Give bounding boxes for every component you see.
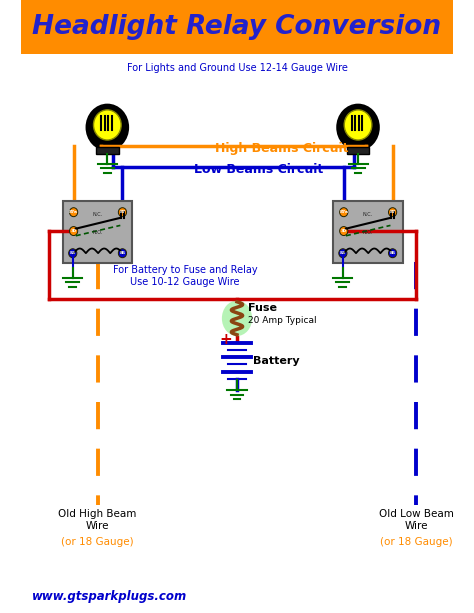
Circle shape — [93, 110, 121, 140]
Text: 87a: 87a — [69, 210, 78, 214]
Circle shape — [70, 208, 78, 216]
Text: 85: 85 — [340, 251, 346, 255]
Circle shape — [337, 105, 379, 150]
Text: 30: 30 — [341, 229, 347, 233]
Text: 86: 86 — [390, 251, 396, 255]
Text: (or 18 Gauge): (or 18 Gauge) — [61, 536, 134, 547]
FancyBboxPatch shape — [63, 201, 132, 263]
Text: www.gtsparkplugs.com: www.gtsparkplugs.com — [32, 590, 187, 603]
FancyBboxPatch shape — [21, 0, 453, 54]
Text: N.O.: N.O. — [363, 230, 373, 235]
Text: Fuse: Fuse — [248, 303, 277, 313]
Text: 87: 87 — [119, 210, 126, 214]
Circle shape — [389, 208, 397, 216]
Text: (or 18 Gauge): (or 18 Gauge) — [380, 536, 453, 547]
Text: 20 Amp Typical: 20 Amp Typical — [248, 316, 317, 325]
Text: 87a: 87a — [339, 210, 348, 214]
Circle shape — [340, 208, 348, 216]
Circle shape — [344, 110, 372, 140]
Circle shape — [340, 227, 348, 235]
Circle shape — [389, 249, 397, 257]
Text: 85: 85 — [70, 251, 76, 255]
Circle shape — [118, 249, 127, 257]
Text: N.C.: N.C. — [363, 212, 373, 217]
Circle shape — [70, 227, 78, 235]
Text: N.C.: N.C. — [92, 212, 103, 217]
Text: +: + — [220, 332, 233, 347]
FancyBboxPatch shape — [333, 201, 402, 263]
Text: 86: 86 — [119, 251, 126, 255]
FancyBboxPatch shape — [347, 147, 369, 154]
Text: N.O.: N.O. — [92, 230, 103, 235]
Text: 87: 87 — [390, 210, 396, 214]
Circle shape — [118, 208, 127, 216]
Text: 30: 30 — [71, 229, 77, 233]
FancyBboxPatch shape — [96, 147, 118, 154]
Text: For Lights and Ground Use 12-14 Gauge Wire: For Lights and Ground Use 12-14 Gauge Wi… — [127, 63, 347, 74]
Circle shape — [87, 105, 128, 150]
Text: Old High Beam
Wire: Old High Beam Wire — [58, 509, 137, 531]
Text: Battery: Battery — [254, 356, 300, 366]
Ellipse shape — [222, 300, 252, 336]
Circle shape — [339, 249, 347, 257]
Text: Headlight Relay Conversion: Headlight Relay Conversion — [32, 14, 442, 40]
Text: Old Low Beam
Wire: Old Low Beam Wire — [379, 509, 454, 531]
Text: High Beams Circuit: High Beams Circuit — [215, 142, 349, 154]
Text: For Battery to Fuse and Relay
Use 10-12 Gauge Wire: For Battery to Fuse and Relay Use 10-12 … — [113, 265, 257, 287]
Text: Low Beams Circuit: Low Beams Circuit — [194, 163, 323, 177]
Circle shape — [69, 249, 77, 257]
